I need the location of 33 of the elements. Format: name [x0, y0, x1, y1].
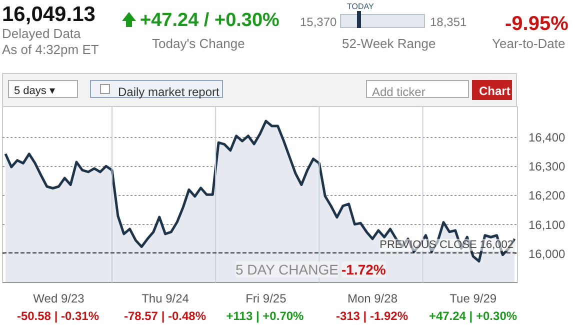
text: -78.57 | -0.48% — [122, 308, 208, 325]
text: 52-Week Range — [342, 35, 436, 53]
x-tick-label: Fri 9/25 — [246, 292, 287, 306]
text: Today's Change — [152, 35, 245, 53]
y-tick-label: 16,200 — [528, 188, 566, 203]
y-tick-label: 16,400 — [528, 130, 566, 145]
x-tick-label: Tue 9/29 — [450, 292, 497, 306]
ref-line-label: PREVIOUS CLOSE 16,002 — [380, 238, 514, 251]
x-tick-label: Wed 9/23 — [33, 292, 85, 306]
text: -9.95% — [505, 13, 568, 35]
text: As of 4:32pm ET — [2, 41, 99, 59]
text: Daily market report — [118, 84, 220, 101]
text: -313 | -1.92% — [334, 308, 410, 325]
text: +113 | +0.70% — [225, 308, 305, 325]
text: Delayed Data — [2, 25, 81, 43]
text: +47.24 | +0.30% — [428, 308, 518, 325]
y-tick-label: 16,300 — [528, 160, 566, 174]
text: Add ticker — [372, 84, 426, 101]
text: Chart — [479, 83, 510, 100]
text: 5 days ▾ — [14, 84, 56, 99]
y-tick-label: 16,100 — [528, 218, 566, 232]
x-tick-label: Mon 9/28 — [347, 292, 398, 306]
annotation: -1.72% — [342, 262, 386, 278]
text: TODAY — [347, 1, 374, 12]
text: Year-to-Date — [492, 35, 566, 53]
text: -50.58 | -0.31% — [16, 308, 100, 325]
annotation: 5 DAY CHANGE — [236, 262, 338, 278]
chart-title: 16,049.13 — [2, 2, 96, 28]
text: +47.24 / +0.30% — [140, 9, 280, 33]
x-tick-label: Thu 9/24 — [142, 292, 190, 306]
text: 18,351 — [430, 14, 467, 31]
text: 15,370 — [300, 14, 337, 31]
y-tick-label: 16,000 — [528, 246, 566, 261]
